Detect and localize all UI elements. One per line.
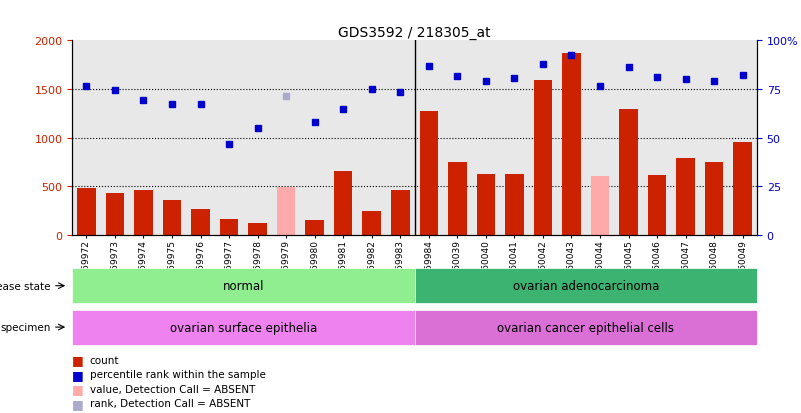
Bar <box>448 163 467 235</box>
Bar <box>505 175 524 235</box>
Bar <box>191 209 210 235</box>
Bar <box>305 221 324 235</box>
Text: ■: ■ <box>72 397 84 410</box>
Text: ■: ■ <box>72 368 84 381</box>
Bar <box>219 219 239 235</box>
Text: value, Detection Call = ABSENT: value, Detection Call = ABSENT <box>90 384 255 394</box>
Title: GDS3592 / 218305_at: GDS3592 / 218305_at <box>338 26 491 40</box>
Text: normal: normal <box>223 280 264 292</box>
Bar <box>477 175 495 235</box>
Bar <box>134 191 153 235</box>
Bar <box>163 200 181 235</box>
Text: ■: ■ <box>72 354 84 367</box>
Bar <box>705 163 723 235</box>
Bar <box>676 159 695 235</box>
Bar <box>590 176 610 235</box>
Text: ovarian surface epithelia: ovarian surface epithelia <box>170 321 317 334</box>
Text: ■: ■ <box>72 382 84 396</box>
Bar <box>106 194 124 235</box>
Bar <box>562 54 581 235</box>
Bar <box>248 224 267 235</box>
Text: count: count <box>90 355 119 365</box>
Text: specimen: specimen <box>0 322 50 332</box>
Bar <box>391 191 409 235</box>
Bar <box>420 112 438 235</box>
Bar <box>648 175 666 235</box>
Bar <box>277 188 296 235</box>
Bar <box>77 189 95 235</box>
Text: ovarian adenocarcinoma: ovarian adenocarcinoma <box>513 280 659 292</box>
Text: percentile rank within the sample: percentile rank within the sample <box>90 370 266 380</box>
Text: ovarian cancer epithelial cells: ovarian cancer epithelial cells <box>497 321 674 334</box>
Bar <box>734 142 752 235</box>
Bar <box>334 171 352 235</box>
Text: rank, Detection Call = ABSENT: rank, Detection Call = ABSENT <box>90 399 250 408</box>
Bar <box>533 81 552 235</box>
Bar <box>362 211 381 235</box>
Text: disease state: disease state <box>0 281 50 291</box>
Bar <box>619 109 638 235</box>
